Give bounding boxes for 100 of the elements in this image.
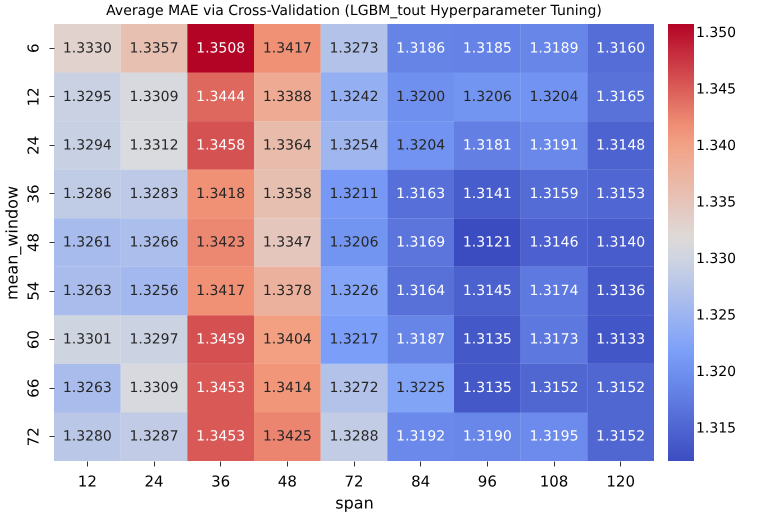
data-label: 1.3195 [530,428,578,445]
data-label: 1.3414 [262,380,312,396]
color-bar-label: 1.320 [696,364,736,380]
data-label: 1.3256 [130,283,179,300]
data-label: 1.3146 [530,234,579,250]
data-label: 1.3189 [530,40,578,56]
data-label: 1.3425 [262,428,312,445]
data-label: 1.3263 [62,380,112,396]
data-label: 1.3135 [462,332,512,348]
x-tick-label: 108 [540,472,568,490]
data-label: 1.3152 [530,380,578,396]
data-label: 1.3206 [462,88,512,105]
x-tick-label: 96 [478,472,497,490]
chart-title: Average MAE via Cross-Validation (LGBM_tout Hyperparameter Tuning) [106,3,602,19]
data-label: 1.3273 [330,40,378,56]
data-label: 1.3357 [130,40,178,56]
data-label: 1.3190 [462,428,512,445]
y-tick-label: 72 [24,427,42,446]
data-label: 1.3204 [396,137,446,154]
data-label: 1.3225 [396,380,446,396]
data-label: 1.3145 [462,283,512,300]
data-label: 1.3174 [530,283,579,300]
x-axis-title: span [335,494,374,512]
data-label: 1.3191 [530,137,578,154]
color-bar-label: 1.315 [696,420,736,436]
data-label: 1.3169 [396,234,446,250]
color-bar-label: 1.350 [696,25,736,42]
data-label: 1.3148 [596,137,646,154]
data-label: 1.3280 [62,428,112,445]
y-tick-label: 48 [24,232,42,252]
x-tick-label: 72 [344,472,364,490]
data-label: 1.3423 [196,234,246,250]
data-label: 1.3200 [396,88,446,105]
data-label: 1.3459 [196,332,246,348]
data-label: 1.3192 [396,428,446,445]
x-tick-label: 84 [411,472,430,490]
data-label: 1.3135 [462,380,512,396]
data-label: 1.3330 [62,40,112,56]
data-label: 1.3358 [262,186,312,202]
data-label: 1.3458 [196,137,246,154]
data-label: 1.3266 [130,234,179,250]
data-label: 1.3136 [596,283,646,300]
data-label: 1.3159 [530,186,578,202]
y-tick-label: 24 [24,136,42,155]
data-label: 1.3187 [396,332,446,348]
data-label: 1.3263 [62,283,112,300]
data-label: 1.3141 [462,186,512,202]
data-label: 1.3295 [62,88,112,105]
y-tick-label: 60 [24,330,42,350]
data-label: 1.3287 [130,428,178,445]
data-label: 1.3283 [130,186,178,202]
color-bar-label: 1.340 [696,138,736,154]
x-tick-label: 48 [278,472,297,490]
data-label: 1.3418 [196,186,246,202]
x-tick-label: 24 [144,472,164,490]
data-label: 1.3444 [196,88,246,105]
color-bar-label: 1.325 [696,307,736,324]
y-tick-label: 54 [24,282,42,301]
y-tick-label: 12 [24,87,42,106]
data-label: 1.3288 [330,428,378,445]
y-tick-label: 36 [24,184,42,204]
data-label: 1.3388 [262,88,312,105]
data-label: 1.3211 [330,186,378,202]
data-label: 1.3404 [262,332,312,348]
data-label: 1.3152 [596,428,646,445]
data-label: 1.3254 [330,137,379,154]
data-label: 1.3453 [196,428,246,445]
data-label: 1.3140 [596,234,646,250]
data-label: 1.3364 [262,137,312,154]
y-tick-label: 6 [24,44,42,54]
data-label: 1.3160 [596,40,646,56]
data-label: 1.3301 [62,332,112,348]
data-label: 1.3133 [596,332,646,348]
y-tick-label: 66 [24,378,42,398]
data-label: 1.3242 [330,88,378,105]
color-bar-label: 1.345 [696,81,736,98]
data-label: 1.3181 [462,137,512,154]
data-label: 1.3347 [262,234,312,250]
data-label: 1.3152 [596,380,646,396]
data-label: 1.3217 [330,332,378,348]
data-label: 1.3309 [130,88,178,105]
data-label: 1.3453 [196,380,246,396]
data-label: 1.3226 [330,283,379,300]
data-label: 1.3186 [396,40,446,56]
color-bar-label: 1.330 [696,250,736,267]
data-label: 1.3185 [462,40,512,56]
data-label: 1.3164 [396,283,446,300]
data-label: 1.3378 [262,283,312,300]
data-label: 1.3163 [396,186,446,202]
x-tick-label: 36 [211,472,230,490]
data-label: 1.3261 [62,234,112,250]
data-label: 1.3508 [196,40,246,56]
data-label: 1.3309 [130,380,178,396]
data-label: 1.3312 [130,137,178,154]
data-label: 1.3417 [262,40,312,56]
data-label: 1.3153 [596,186,646,202]
data-label: 1.3121 [462,234,512,250]
y-axis-title: mean_window [2,186,22,300]
color-bar-label: 1.335 [696,194,736,210]
data-label: 1.3206 [330,234,379,250]
